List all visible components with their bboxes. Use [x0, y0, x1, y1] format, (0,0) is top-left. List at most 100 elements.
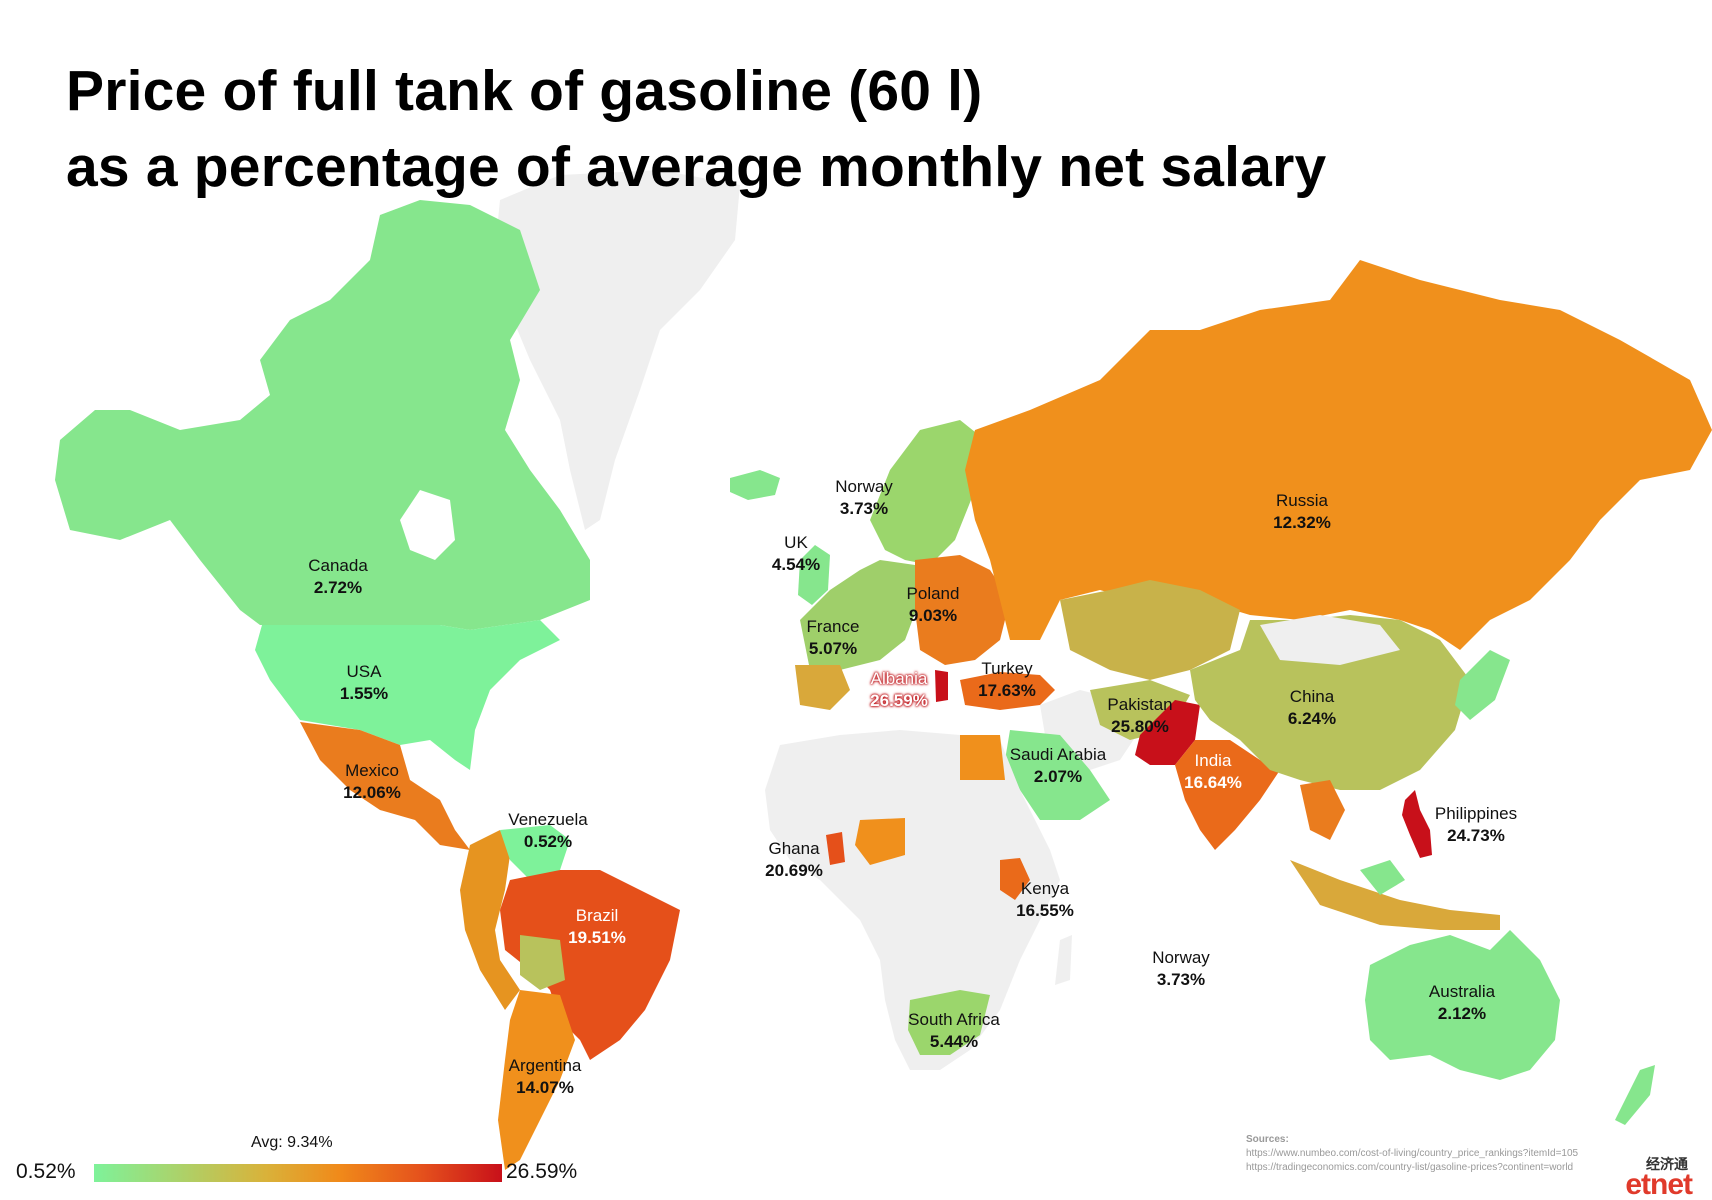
country-value: 19.51%: [568, 928, 626, 947]
legend-color-bar: [94, 1164, 502, 1182]
pakistan-region: [1135, 700, 1200, 765]
country-name: Australia: [1428, 982, 1496, 1001]
hudson-bay: [400, 490, 455, 560]
country-name: Pakistan: [1107, 695, 1173, 714]
country-name: Poland: [906, 584, 960, 603]
country-name: Albania: [870, 669, 928, 688]
kenya-region: [1000, 858, 1030, 900]
label-china: China 6.24%: [1288, 686, 1336, 730]
albania-region: [935, 670, 948, 702]
japan-region: [1455, 650, 1510, 720]
country-name: Russia: [1276, 491, 1328, 510]
country-name: Norway: [835, 477, 893, 496]
etnet-logo: etnet: [1625, 1168, 1693, 1200]
country-name: France: [806, 617, 860, 636]
brazil-region: [500, 870, 680, 1060]
country-value: 17.63%: [978, 681, 1036, 700]
label-poland: Poland 9.03%: [907, 583, 960, 627]
label-argentina: Argentina 14.07%: [509, 1055, 582, 1099]
label-ghana: Ghana 20.69%: [765, 838, 823, 882]
country-value: 4.54%: [771, 555, 821, 574]
label-norway: Norway 3.73%: [835, 476, 893, 520]
title-line-2: as a percentage of average monthly net s…: [66, 135, 1327, 199]
label-australia: Australia 2.12%: [1429, 981, 1495, 1025]
russia-region: [965, 260, 1712, 650]
country-value: 25.80%: [1111, 717, 1169, 736]
country-name: Philippines: [1434, 804, 1518, 823]
legend-max: 26.59%: [506, 1160, 578, 1183]
country-value: 0.52%: [523, 832, 573, 851]
sources: Sources: https://www.numbeo.com/cost-of-…: [1246, 1133, 1686, 1175]
bolivia-region: [520, 935, 565, 990]
country-name: Venezuela: [508, 810, 588, 829]
label-kenya: Kenya 16.55%: [1016, 878, 1074, 922]
country-value: 12.06%: [343, 783, 401, 802]
southeast-asia-region: [1300, 780, 1345, 840]
label-venezuela: Venezuela 0.52%: [508, 809, 587, 853]
uk-region: [798, 545, 830, 605]
label-pakistan: Pakistan 25.80%: [1107, 694, 1172, 738]
mexico-region: [300, 722, 470, 850]
source-link-2: https://tradingeconomics.com/country-lis…: [1246, 1162, 1574, 1173]
label-france: France 5.07%: [807, 616, 860, 660]
borneo-region: [1360, 860, 1405, 895]
country-name: India: [1194, 751, 1232, 770]
label-norway-2: Norway 3.73%: [1152, 947, 1210, 991]
canada-region: [55, 200, 590, 630]
country-name: UK: [784, 533, 808, 552]
label-albania: Albania 26.59%: [870, 668, 928, 712]
country-name: South Africa: [908, 1010, 1000, 1029]
label-philippines: Philippines 24.73%: [1435, 803, 1517, 847]
egypt-region: [960, 735, 1005, 780]
country-name: Norway: [1152, 948, 1210, 967]
country-value: 5.07%: [808, 639, 858, 658]
china-region: [1190, 615, 1470, 790]
country-name: Argentina: [508, 1056, 582, 1075]
legend-average: Avg: 9.34%: [251, 1134, 333, 1151]
label-russia: Russia 12.32%: [1273, 490, 1331, 534]
country-name: Ghana: [768, 839, 820, 858]
label-usa: USA 1.55%: [340, 661, 388, 705]
label-canada: Canada 2.72%: [308, 555, 368, 599]
country-name: Kenya: [1020, 879, 1070, 898]
label-turkey: Turkey 17.63%: [978, 658, 1036, 702]
country-name: Saudi Arabia: [1009, 745, 1107, 764]
country-value: 2.72%: [313, 578, 363, 597]
indonesia-region: [1290, 860, 1500, 930]
country-name: USA: [346, 662, 382, 681]
label-brazil: Brazil 19.51%: [568, 905, 626, 949]
label-mexico: Mexico 12.06%: [343, 760, 401, 804]
country-value: 6.24%: [1287, 709, 1337, 728]
country-name: China: [1289, 687, 1335, 706]
country-value: 24.73%: [1447, 826, 1505, 845]
africa-region: [765, 730, 1060, 1070]
greenland-region: [495, 170, 740, 530]
country-value: 3.73%: [839, 499, 889, 518]
country-value: 12.32%: [1273, 513, 1331, 532]
iberia-region: [795, 665, 850, 710]
venezuela-region: [500, 825, 570, 880]
label-uk: UK 4.54%: [772, 532, 820, 576]
country-value: 5.44%: [929, 1032, 979, 1051]
mongolia-region: [1260, 615, 1400, 665]
sources-heading: Sources:: [1246, 1134, 1289, 1145]
philippines-region: [1402, 790, 1432, 858]
turkey-region: [960, 672, 1055, 710]
europe-west-region: [800, 560, 920, 670]
country-value: 16.55%: [1016, 901, 1074, 920]
nigeria-region: [855, 818, 905, 865]
country-value: 20.69%: [765, 861, 823, 880]
kazakhstan-region: [1060, 580, 1240, 680]
country-value: 16.64%: [1184, 773, 1242, 792]
argentina-region: [498, 990, 575, 1170]
country-value: 1.55%: [339, 684, 389, 703]
northwest-south-america-region: [460, 830, 520, 1010]
logo-chinese: 经济通: [1646, 1156, 1688, 1172]
country-name: Canada: [308, 556, 368, 575]
country-name: Mexico: [345, 761, 399, 780]
country-value: 14.07%: [516, 1078, 574, 1097]
ghana-region: [826, 832, 845, 865]
country-value: 9.03%: [908, 606, 958, 625]
